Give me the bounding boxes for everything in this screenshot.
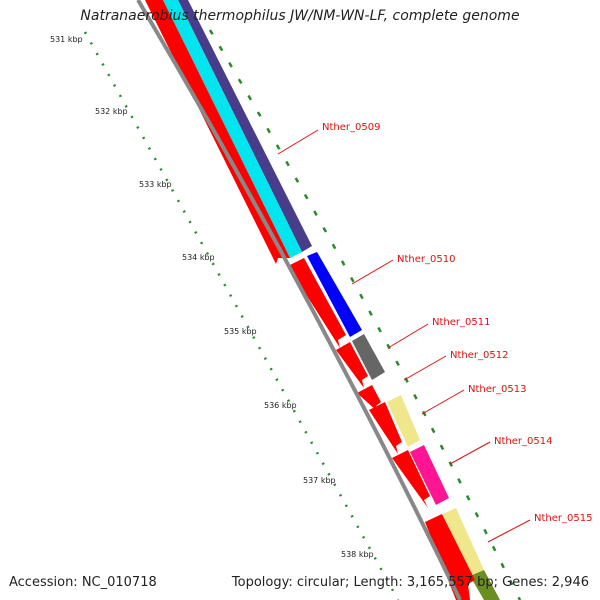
func-segment-0511	[352, 334, 385, 380]
cds-0513	[369, 402, 402, 454]
kbp-label: 537 kbp	[303, 476, 336, 485]
cds-0510	[288, 258, 346, 348]
gene-label-nther-0513: Nther_0513	[468, 384, 526, 395]
cds-0514	[392, 450, 430, 508]
backbone	[136, 0, 462, 600]
outer-ticks	[208, 29, 522, 600]
func-segment-0510	[307, 252, 362, 337]
gene-label-nther-0512: Nther_0512	[450, 350, 508, 361]
gene-labels: Nther_0509 Nther_0510 Nther_0511 Nther_0…	[322, 122, 592, 524]
func-segment-0514	[410, 445, 449, 505]
topology-text: Topology: circular; Length: 3,165,557 bp…	[231, 575, 589, 590]
func-segment-0515	[443, 508, 484, 576]
func-track	[163, 0, 500, 600]
accession-text: Accession: NC_010718	[9, 575, 157, 590]
gene-label-nther-0515: Nther_0515	[534, 513, 592, 524]
kbp-label: 532 kbp	[95, 107, 128, 116]
cds-0512	[357, 385, 381, 412]
cds-0515	[425, 514, 475, 600]
kbp-label: 534 kbp	[182, 253, 215, 262]
cds-0511	[336, 342, 368, 388]
gene-label-nther-0514: Nther_0514	[494, 436, 552, 447]
func-segment-0509-dark	[178, 0, 312, 252]
kbp-label: 531 kbp	[50, 35, 83, 44]
cds-track	[145, 0, 475, 600]
func-segment-0509-cyan	[163, 0, 302, 258]
map-title: Natranaerobius thermophilus JW/NM-WN-LF,…	[80, 8, 520, 24]
kbp-label: 538 kbp	[341, 550, 374, 559]
kbp-label: 533 kbp	[139, 180, 172, 189]
kbp-label: 535 kbp	[224, 327, 257, 336]
kbp-label: 536 kbp	[264, 401, 297, 410]
func-segment-0513	[387, 395, 420, 447]
gene-label-nther-0511: Nther_0511	[432, 317, 490, 328]
gene-label-nther-0509: Nther_0509	[322, 122, 380, 133]
func-segment-0515b	[470, 570, 500, 600]
gene-label-nther-0510: Nther_0510	[397, 254, 455, 265]
kbp-labels: 531 kbp 532 kbp 533 kbp 534 kbp 535 kbp …	[50, 35, 374, 559]
leader-lines	[277, 129, 531, 543]
